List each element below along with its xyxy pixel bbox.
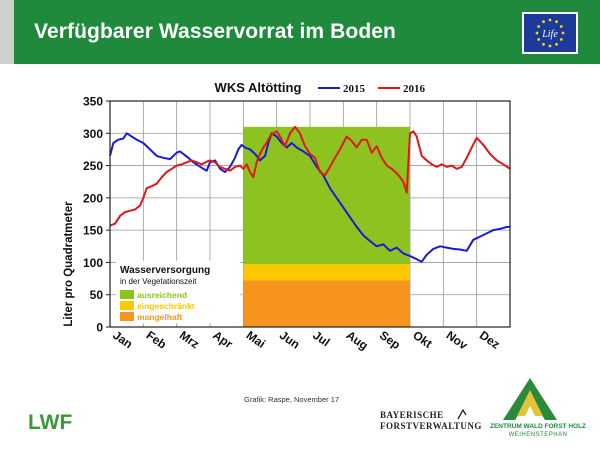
y-axis-label: Liter pro Quadratmeter — [63, 201, 75, 327]
y-tick-label: 250 — [83, 159, 103, 173]
eu-star — [559, 25, 563, 28]
legend-box-item-label: ausreichend — [137, 290, 187, 300]
eu-star — [542, 20, 545, 24]
series-line-2015 — [109, 132, 510, 263]
x-tick-label: Mai — [244, 328, 268, 351]
eu-star — [537, 25, 541, 28]
chart-title: WKS Altötting — [215, 80, 302, 95]
legend-box-subtitle: in der Vegetationszeit — [120, 277, 197, 286]
y-tick-label: 0 — [96, 321, 103, 335]
x-tick-label: Sep — [377, 328, 403, 352]
x-tick-label: Apr — [210, 328, 235, 352]
veg-band-ausreichend — [243, 126, 410, 265]
legend-box-item-label: mangelhaft — [137, 312, 183, 322]
eu-star — [555, 42, 558, 46]
header-accent — [0, 0, 14, 64]
y-tick-label: 300 — [83, 127, 103, 141]
legend-box-swatch — [120, 312, 134, 321]
water-chart: 0 50 100 150 200 250 300 350 Jan Feb Mrz Apr Mai Jun… — [63, 80, 511, 353]
vegetation-window — [243, 126, 410, 327]
legend-label-2016: 2016 — [403, 83, 426, 95]
eu-star — [561, 31, 565, 35]
veg-band-eingeschränkt — [243, 264, 410, 281]
y-tick-label: 150 — [83, 224, 103, 238]
x-tick-label: Jan — [110, 328, 135, 351]
veg-band-mangelhaft — [243, 280, 410, 327]
x-tick-label: Jul — [310, 328, 332, 349]
eu-life-logo: Life — [522, 12, 578, 54]
eu-star — [555, 20, 558, 24]
y-tick-label: 100 — [83, 256, 103, 270]
y-tick-label: 350 — [83, 95, 103, 109]
x-tick-label: Jun — [277, 328, 303, 352]
y-axis-ticks: 0 50 100 150 200 250 300 350 — [83, 95, 110, 335]
eu-star — [548, 18, 552, 22]
legend-box-swatch — [120, 301, 134, 310]
chart-frame — [109, 100, 511, 328]
bayern-line1: BAYERISCHE — [380, 410, 444, 420]
x-tick-label: Aug — [344, 328, 371, 353]
y-tick-label: 200 — [83, 191, 103, 205]
eu-star — [548, 44, 552, 48]
x-axis-ticks: Jan Feb Mrz Apr Mai Jun Jul Aug Sep Okt Nov Dez — [110, 328, 502, 353]
x-tick-label: Okt — [410, 328, 434, 351]
bayern-arrow-icon — [457, 408, 467, 420]
x-tick-label: Feb — [144, 328, 170, 352]
eu-star — [537, 38, 541, 41]
eu-star — [535, 31, 539, 35]
bayern-logo: BAYERISCHE FORSTVERWALTUNG — [380, 410, 482, 432]
chart-legend: 2015 2016 — [318, 83, 426, 95]
x-tick-label: Mrz — [177, 328, 202, 351]
legend-box-bg — [115, 260, 241, 324]
plot-border — [109, 100, 511, 328]
legend-label-2015: 2015 — [343, 83, 366, 95]
zentrum-line2: WEIHENSTEPHAN — [508, 432, 568, 438]
zentrum-line1: ZENTRUM WALD FORST HOLZ — [489, 423, 587, 430]
x-tick-label: Nov — [444, 328, 471, 353]
legend-box-item-label: eingeschränkt — [137, 301, 195, 311]
chart-credit: Grafik: Raspe, November 17 — [244, 395, 340, 404]
header-bar: Verfügbarer Wasservorrat im Boden Life — [0, 0, 600, 64]
page-title: Verfügbarer Wasservorrat im Boden — [34, 20, 396, 43]
bayern-line2: FORSTVERWALTUNG — [380, 421, 482, 431]
legend-box-swatch — [120, 290, 134, 299]
x-tick-label: Dez — [477, 328, 503, 352]
y-tick-label: 50 — [90, 288, 104, 302]
lwf-logo: LWF — [28, 411, 72, 432]
lwf-logo-text: LWF — [28, 411, 72, 432]
life-logo-text: Life — [541, 29, 558, 40]
eu-star — [559, 38, 563, 41]
legend-box-title: Wasserversorgung — [120, 265, 210, 276]
chart-series — [109, 125, 511, 263]
zentrum-logo-icon — [503, 378, 557, 420]
series-line-2016 — [109, 125, 511, 227]
eu-stars-icon — [535, 18, 565, 48]
eu-star — [542, 42, 545, 46]
